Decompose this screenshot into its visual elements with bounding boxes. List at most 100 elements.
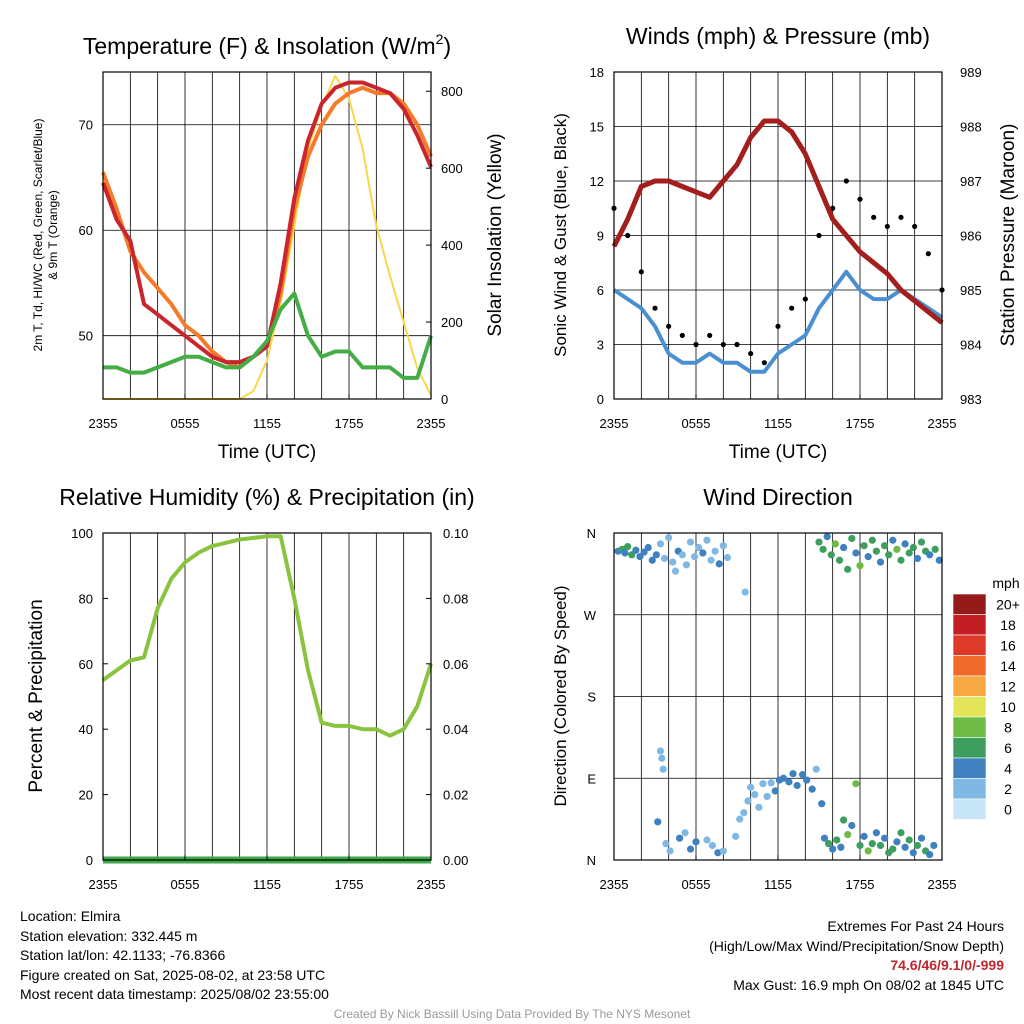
direction-point [703,836,711,844]
x-tick-label: 0555 [682,416,711,431]
x-tick-label: 1155 [253,877,281,892]
humidity-grid [129,533,405,860]
gust-point [693,341,699,348]
direction-point [864,847,872,855]
gust-point [720,341,726,348]
legend-label: 2 [1004,781,1012,797]
direction-point [905,549,913,557]
extremes-values: 74.6/46/9.1/0/-999 [890,957,1004,973]
x-tick-label: 2355 [89,416,118,431]
direction-point [930,841,938,850]
direction-point [812,765,820,773]
x-tick-label: 2355 [417,877,446,892]
gust-point [912,223,918,230]
y-right-tick-label: 987 [960,174,982,189]
direction-point [931,545,939,553]
recent-data-text: Most recent data timestamp: 2025/08/02 2… [20,986,329,1002]
direction-point [872,547,881,555]
legend-label: 4 [1004,760,1012,776]
direction-point [779,774,788,782]
x-tick-label: 2355 [600,416,629,431]
gust-point [898,214,904,220]
y-right-tick-label: 200 [441,315,463,330]
direction-point [889,536,897,544]
legend-label: 10 [1000,699,1016,715]
direction-point [860,832,868,840]
direction-panel-title: Wind Direction [703,484,853,510]
y-direction-tick-label: N [587,853,596,868]
direction-point [820,834,829,842]
temperature-insolation-panel: Temperature (F) & Insolation (W/m2) 2355… [31,31,506,463]
gust-point [734,341,740,348]
direction-point [665,533,673,542]
y-right-tick-label: 400 [441,238,463,253]
y-direction-tick-label: S [587,690,596,705]
direction-point [926,551,934,559]
direction-point [824,840,833,848]
latlon-text: Station lat/lon: 42.1133; -76.8366 [20,947,226,963]
direction-point [759,780,767,788]
direction-point [652,551,660,559]
direction-point [744,797,752,805]
y-right-tick-label: 0.04 [443,722,468,737]
speed-color-legend: mph 20+ 18 16 14 12 10 8 6 4 2 0 [952,575,1020,820]
location-text: Location: Elmira [20,908,121,924]
direction-point [644,543,652,552]
temperature-ticks: 2355 0555 1155 1755 2355 50 60 70 0 200 400 600 800 [79,84,463,431]
series-line-td [103,291,433,380]
temperature-ylabel-left-line1: 2m T, Td, HI/WC (Red, Green, Scarlet/Blu… [31,119,45,352]
y-left-tick-label: 3 [597,338,604,353]
direction-point [799,771,807,779]
direction-point [656,540,665,548]
direction-point [827,551,835,559]
x-tick-label: 1755 [335,877,364,892]
y-right-tick-label: 0.00 [443,853,468,868]
extremes-info: Extremes For Past 24 Hours (High/Low/Max… [709,917,1004,995]
winds-xlabel: Time (UTC) [729,442,828,463]
direction-point [909,543,917,552]
temperature-panel-title: Temperature (F) & Insolation (W/m2) [83,31,451,59]
humidity-ylabel-left: Percent & Precipitation [26,599,47,792]
direction-point [755,803,763,811]
direction-point [741,588,749,596]
direction-point [666,847,674,855]
y-left-tick-label: 18 [590,65,604,80]
gust-point [789,305,795,311]
direction-point [901,540,909,548]
direction-point [767,779,775,787]
y-left-tick-label: 9 [597,229,604,244]
direction-point [793,781,801,790]
direction-point [621,549,629,557]
y-left-tick-label: 70 [79,118,93,133]
direction-point [872,829,881,837]
gust-point [802,296,808,302]
gust-point [884,223,890,230]
direction-point [654,818,662,826]
legend-color-swatch [952,634,987,656]
x-tick-label: 2355 [417,416,446,431]
temperature-xlabel: Time (UTC) [218,442,317,463]
y-right-tick-label: 0.06 [443,657,468,672]
direction-point [885,551,893,559]
direction-point [935,556,943,564]
legend-color-swatch [952,614,987,636]
direction-point [660,554,669,563]
gust-point [857,196,863,202]
direction-point [662,840,670,848]
elevation-text: Station elevation: 332.445 m [20,927,198,944]
direction-point [808,785,816,793]
direction-point [926,850,934,859]
winds-pressure-panel: Winds (mph) & Pressure (mb) 2355 0555 1155… [551,23,1019,463]
direction-point [719,847,727,855]
direction-point [699,549,707,557]
legend-color-swatch [952,593,987,615]
wind-direction-panel: Wind Direction 2355 0555 1155 1755 2355 N E S W N… [551,484,1020,892]
x-tick-label: 2355 [600,877,629,892]
temperature-series [101,74,433,400]
y-direction-tick-label: W [584,608,597,623]
direction-point [681,829,689,837]
direction-point [844,830,852,839]
legend-label: 16 [1000,637,1016,653]
x-tick-label: 1155 [764,877,792,892]
direction-point [856,841,864,850]
